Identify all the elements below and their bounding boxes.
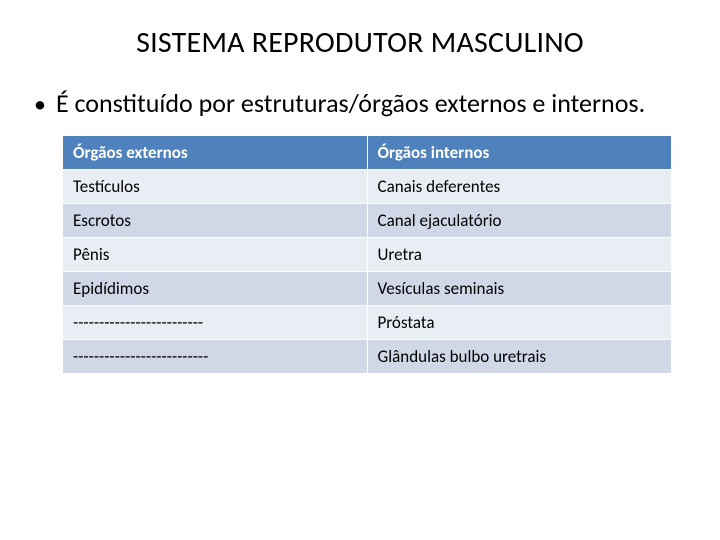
cell-internal: Glândulas bulbo uretrais: [367, 340, 672, 374]
page-title: SISTEMA REPRODUTOR MASCULINO: [0, 0, 720, 77]
cell-external: --------------------------: [63, 340, 368, 374]
table-row: ------------------------- Próstata: [63, 306, 672, 340]
cell-internal: Vesículas seminais: [367, 272, 672, 306]
table-row: Epidídimos Vesículas seminais: [63, 272, 672, 306]
bullet-text: É constituído por estruturas/órgãos exte…: [56, 87, 645, 119]
table-row: Pênis Uretra: [63, 238, 672, 272]
table-row: Escrotos Canal ejaculatório: [63, 204, 672, 238]
table-row: -------------------------- Glândulas bul…: [63, 340, 672, 374]
cell-external: Pênis: [63, 238, 368, 272]
table-header-row: Órgãos externos Órgãos internos: [63, 136, 672, 170]
bullet-item: • É constituído por estruturas/órgãos ex…: [0, 77, 720, 121]
cell-external: -------------------------: [63, 306, 368, 340]
table-row: Testículos Canais deferentes: [63, 170, 672, 204]
cell-external: Epidídimos: [63, 272, 368, 306]
cell-internal: Próstata: [367, 306, 672, 340]
cell-internal: Canais deferentes: [367, 170, 672, 204]
cell-internal: Canal ejaculatório: [367, 204, 672, 238]
organs-table: Órgãos externos Órgãos internos Testícul…: [62, 135, 672, 374]
cell-external: Escrotos: [63, 204, 368, 238]
organs-table-wrap: Órgãos externos Órgãos internos Testícul…: [62, 135, 672, 374]
col-header-internal: Órgãos internos: [367, 136, 672, 170]
col-header-external: Órgãos externos: [63, 136, 368, 170]
bullet-marker: •: [34, 89, 46, 121]
cell-internal: Uretra: [367, 238, 672, 272]
slide: SISTEMA REPRODUTOR MASCULINO • É constit…: [0, 0, 720, 540]
cell-external: Testículos: [63, 170, 368, 204]
